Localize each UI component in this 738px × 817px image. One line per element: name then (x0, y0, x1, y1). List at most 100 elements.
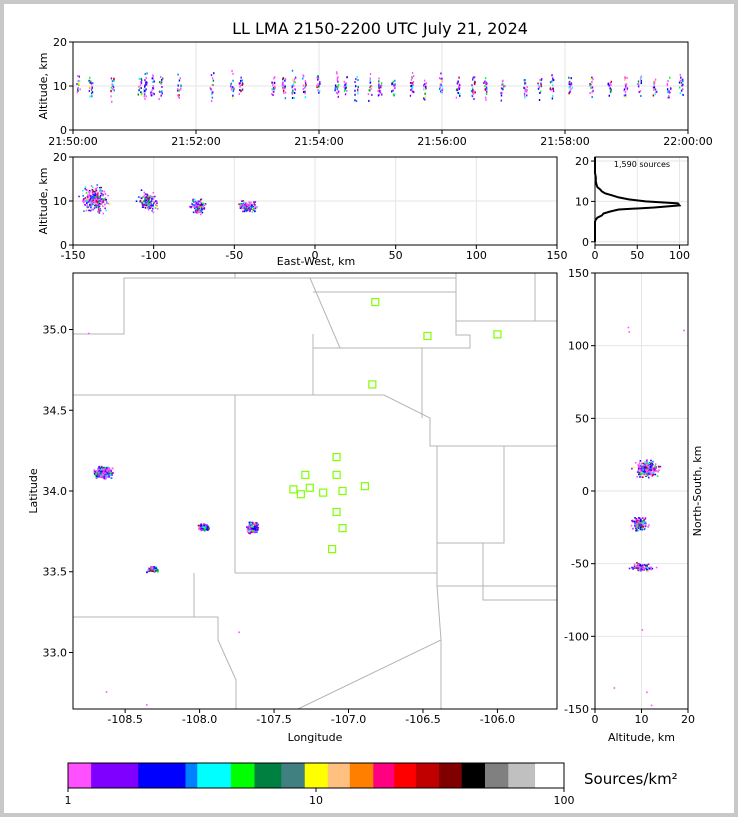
source-point (101, 472, 104, 475)
source-point (96, 199, 99, 201)
source-point (640, 568, 642, 571)
source-point (646, 565, 648, 568)
source-point (82, 198, 85, 200)
source-point (550, 88, 553, 91)
source-point (638, 517, 640, 519)
source-point (369, 89, 371, 92)
source-point (202, 205, 205, 207)
source-point (202, 526, 205, 528)
source-point (91, 208, 94, 211)
source-point (95, 472, 98, 475)
source-point (240, 202, 243, 205)
source-point (200, 524, 203, 527)
source-point (272, 86, 275, 89)
source-point (282, 78, 284, 81)
county-boundary (436, 573, 557, 587)
source-point (177, 73, 179, 76)
source-point (154, 195, 156, 198)
source-point (108, 473, 111, 476)
source-point (97, 199, 100, 201)
source-point (77, 75, 79, 78)
source-point (206, 528, 208, 531)
source-point (92, 195, 94, 198)
source-point (91, 91, 94, 94)
source-point (637, 473, 640, 476)
source-point (668, 94, 670, 97)
source-point (201, 208, 203, 211)
source-point (101, 201, 104, 203)
source-point (589, 92, 591, 95)
source-point (89, 95, 91, 98)
source-point (540, 82, 542, 85)
source-point (232, 94, 234, 97)
y-tick-label: -50 (571, 558, 589, 571)
source-point (251, 527, 254, 530)
source-point (200, 207, 203, 209)
source-point (88, 190, 90, 193)
source-point (669, 87, 672, 90)
source-point (552, 90, 555, 93)
source-point (457, 80, 459, 83)
y-tick-label: 100 (568, 340, 589, 353)
source-point (143, 89, 146, 92)
source-point (199, 213, 202, 216)
source-point (642, 470, 644, 473)
source-point (255, 522, 258, 524)
source-point (140, 94, 143, 97)
source-point (108, 467, 110, 470)
source-point (274, 86, 276, 89)
source-point (147, 197, 149, 200)
source-point (102, 476, 104, 479)
source-point (680, 76, 682, 79)
x-tick-label: 0 (312, 249, 319, 262)
source-point (152, 211, 155, 214)
source-point (650, 466, 653, 469)
source-point (569, 85, 571, 88)
source-point (682, 83, 684, 86)
source-point (317, 77, 320, 80)
source-point (155, 205, 158, 207)
source-point (251, 525, 253, 528)
source-point (94, 474, 97, 477)
x-tick-label: 0 (592, 249, 599, 262)
source-point (144, 72, 146, 75)
source-point (485, 86, 488, 89)
figure-frame: LL LMA 2150-2200 UTC July 21, 2024 21:50… (4, 4, 734, 813)
source-point (93, 200, 96, 203)
source-point (634, 524, 636, 527)
colorbar-swatch (185, 763, 198, 788)
source-point (641, 524, 644, 526)
source-point (552, 77, 554, 80)
source-point (410, 78, 413, 81)
source-point (638, 568, 640, 571)
source-point (87, 332, 90, 335)
source-point (381, 93, 383, 96)
source-point (91, 186, 94, 189)
source-point (241, 81, 244, 84)
source-point (151, 569, 154, 571)
source-point (634, 517, 636, 519)
source-point (146, 194, 149, 196)
source-point (98, 207, 101, 210)
source-point (640, 470, 642, 473)
source-point (104, 473, 107, 476)
source-point (654, 78, 657, 81)
source-point (256, 529, 258, 532)
source-point (252, 527, 255, 530)
source-point (196, 209, 199, 211)
source-point (254, 201, 257, 203)
source-point (294, 88, 297, 91)
source-point (609, 88, 611, 91)
source-point (232, 97, 234, 100)
source-point (196, 206, 199, 208)
source-point (97, 475, 100, 478)
source-point (91, 189, 94, 191)
source-point (143, 194, 146, 197)
source-point (145, 88, 147, 91)
source-point (354, 85, 357, 88)
source-point (155, 569, 158, 572)
source-point (636, 567, 639, 570)
source-point (151, 568, 154, 570)
source-point (549, 88, 552, 91)
source-point (640, 527, 643, 529)
